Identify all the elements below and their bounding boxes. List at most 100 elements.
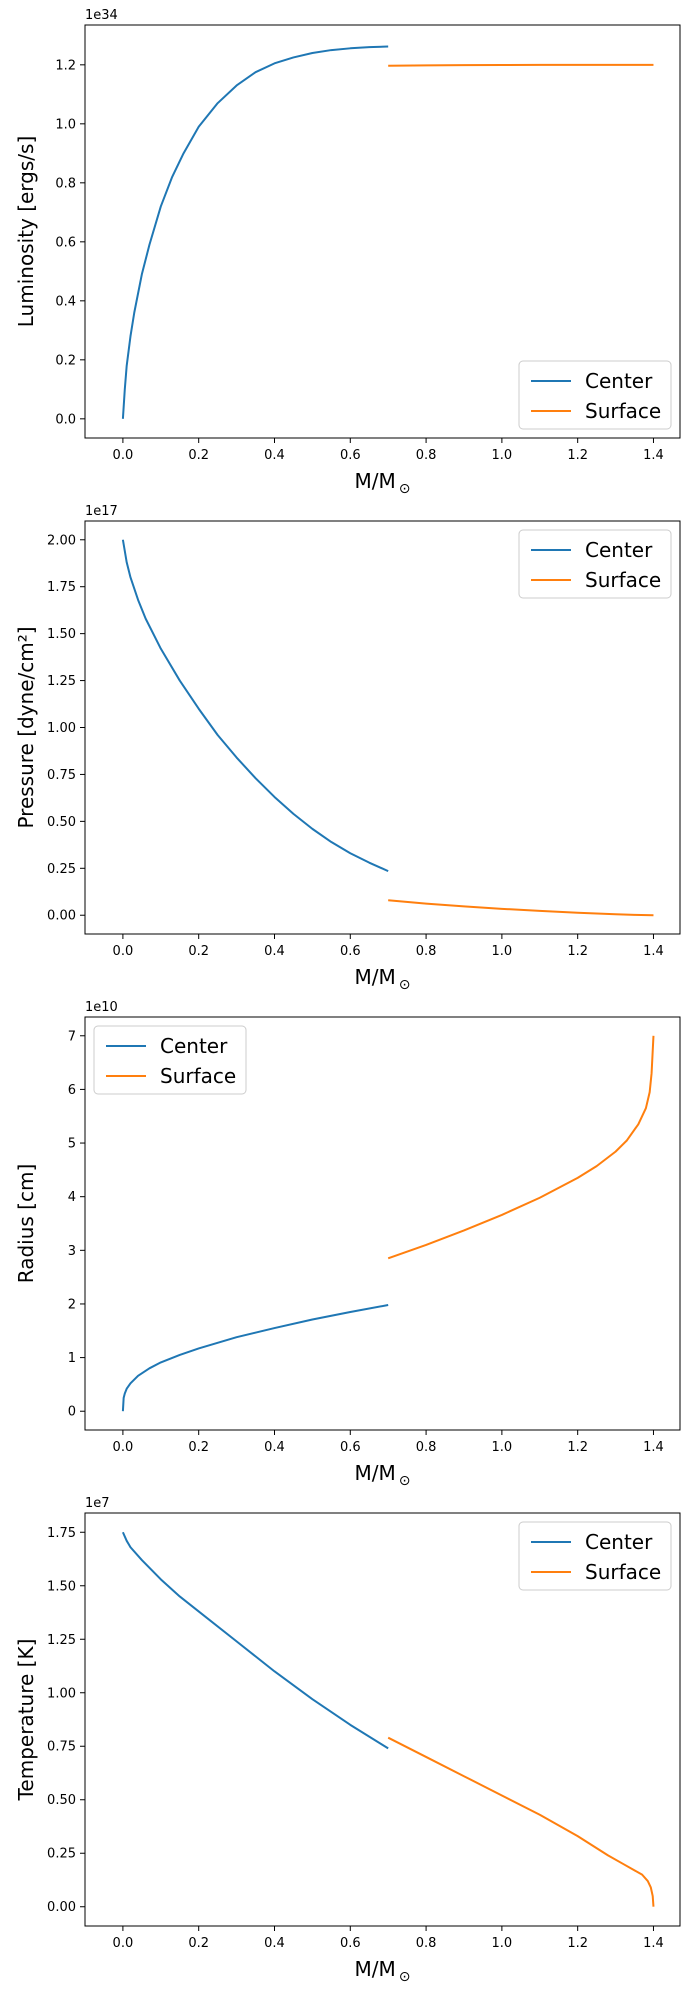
- legend: Center Surface: [518, 360, 672, 430]
- series-line-surface: [388, 899, 654, 917]
- x-tick-label: 0.0: [113, 944, 134, 959]
- x-axis-label: M/M ⊙: [355, 965, 411, 993]
- x-tick-label: 1.2: [567, 1936, 588, 1951]
- legend: Center Surface: [93, 1025, 247, 1095]
- x-tick-label: 0.8: [416, 448, 437, 463]
- y-tick-label: 1.75: [47, 580, 76, 595]
- x-tick-label: 0.6: [340, 448, 361, 463]
- y-tick-label: 0.75: [47, 768, 76, 783]
- series-line-center: [121, 1304, 389, 1412]
- y-offset-label: 1e17: [85, 504, 118, 519]
- y-tick-label: 1.0: [55, 117, 76, 132]
- y-tick-label: 1: [68, 1351, 76, 1366]
- y-tick-label: 3: [68, 1244, 76, 1259]
- x-tick-label: 0.0: [113, 448, 134, 463]
- legend-label-center: Center: [585, 369, 653, 393]
- x-tick-label: 1.4: [643, 944, 664, 959]
- chart-panel-4: 0.0 0.2 0.4 0.6 0.8 1.0 1.2 1.4 0.00 0.25 0.50 0.75…: [14, 1496, 681, 1985]
- x-tick-label: 0.4: [264, 1936, 285, 1951]
- y-tick-label: 0.25: [47, 862, 76, 877]
- y-tick-label: 0.2: [55, 353, 76, 368]
- legend-label-center: Center: [160, 1034, 228, 1058]
- legend: Center Surface: [518, 1521, 672, 1591]
- x-tick-label: 0.6: [340, 1936, 361, 1951]
- y-tick-label: 1.50: [47, 1579, 76, 1594]
- x-tick-label: 1.2: [567, 1440, 588, 1455]
- x-tick-label: 0.2: [188, 944, 209, 959]
- legend-label-surface: Surface: [585, 568, 661, 592]
- chart-panel-3: 0.0 0.2 0.4 0.6 0.8 1.0 1.2 1.4 0 1 2 3 4 5 6 7 1e10 M/M ⊙…: [14, 1000, 681, 1489]
- y-tick-label: 0.4: [55, 294, 76, 309]
- legend-label-surface: Surface: [160, 1064, 236, 1088]
- x-tick-label: 1.0: [492, 944, 513, 959]
- x-tick-label: 1.4: [643, 1936, 664, 1951]
- y-tick-label: 0.00: [47, 1900, 76, 1915]
- plot-frame: [84, 1016, 681, 1431]
- y-tick-label: 0.8: [55, 176, 76, 191]
- y-axis-label: Luminosity [ergs/s]: [14, 136, 38, 327]
- y-tick-label: 1.25: [47, 674, 76, 689]
- y-tick-label: 0: [68, 1405, 76, 1420]
- x-tick-label: 1.2: [567, 944, 588, 959]
- y-tick-label: 2.00: [47, 533, 76, 548]
- x-tick-label: 0.2: [188, 1936, 209, 1951]
- legend-label-surface: Surface: [585, 399, 661, 423]
- y-offset-label: 1e34: [85, 8, 118, 23]
- y-tick-label: 0.75: [47, 1740, 76, 1755]
- y-tick-label: 1.00: [47, 1686, 76, 1701]
- legend-label-surface: Surface: [585, 1560, 661, 1584]
- y-tick-label: 5: [68, 1137, 76, 1152]
- plot-frame: [84, 1512, 681, 1927]
- x-tick-label: 0.0: [113, 1440, 134, 1455]
- plot-frame: [84, 24, 681, 439]
- legend-label-center: Center: [585, 1530, 653, 1554]
- y-offset-label: 1e10: [85, 1000, 118, 1015]
- x-axis-label: M/M ⊙: [355, 1461, 411, 1489]
- y-axis-label: Pressure [dyne/cm²]: [14, 626, 38, 828]
- legend-label-center: Center: [585, 538, 653, 562]
- y-tick-label: 7: [68, 1029, 76, 1044]
- y-tick-label: 0.0: [55, 412, 76, 427]
- series-line-surface: [388, 63, 654, 67]
- x-tick-label: 0.8: [416, 1440, 437, 1455]
- x-axis-label: M/M ⊙: [355, 1957, 411, 1985]
- y-tick-label: 0.50: [47, 1793, 76, 1808]
- series-line-center: [121, 1531, 389, 1750]
- legend: Center Surface: [518, 529, 672, 599]
- y-tick-label: 0.6: [55, 235, 76, 250]
- y-tick-label: 2: [68, 1297, 76, 1312]
- y-tick-label: 1.2: [55, 58, 76, 73]
- y-tick-label: 0.00: [47, 909, 76, 924]
- series-line-center: [121, 45, 389, 419]
- x-tick-label: 0.8: [416, 1936, 437, 1951]
- y-offset-label: 1e7: [85, 1496, 110, 1511]
- y-axis-label: Temperature [K]: [14, 1639, 38, 1802]
- x-tick-label: 1.0: [492, 1936, 513, 1951]
- y-tick-label: 1.25: [47, 1633, 76, 1648]
- series-line-surface: [387, 1736, 655, 1907]
- y-axis-label: Radius [cm]: [14, 1164, 38, 1284]
- chart-panel-1: 0.0 0.2 0.4 0.6 0.8 1.0 1.2 1.4 0.0 0.2 0.4 0.6 0.8 1…: [14, 8, 681, 497]
- x-tick-label: 0.8: [416, 944, 437, 959]
- y-tick-label: 4: [68, 1190, 76, 1205]
- x-tick-label: 0.4: [264, 1440, 285, 1455]
- x-tick-label: 0.4: [264, 448, 285, 463]
- y-tick-label: 1.00: [47, 721, 76, 736]
- x-tick-label: 0.6: [340, 1440, 361, 1455]
- y-tick-label: 0.50: [47, 815, 76, 830]
- x-tick-label: 1.2: [567, 448, 588, 463]
- chart-panel-2: 0.0 0.2 0.4 0.6 0.8 1.0 1.2 1.4 0.00 0.25 0.50 0.75…: [14, 504, 681, 993]
- x-tick-label: 0.0: [113, 1936, 134, 1951]
- series-line-surface: [387, 1035, 655, 1260]
- y-tick-label: 1.75: [47, 1526, 76, 1541]
- y-tick-label: 0.25: [47, 1847, 76, 1862]
- x-tick-label: 1.4: [643, 448, 664, 463]
- series-line-center: [121, 539, 389, 873]
- y-tick-label: 1.50: [47, 627, 76, 642]
- x-tick-label: 1.0: [492, 448, 513, 463]
- x-axis-label: M/M ⊙: [355, 469, 411, 497]
- y-tick-label: 6: [68, 1083, 76, 1098]
- x-tick-label: 0.6: [340, 944, 361, 959]
- x-tick-label: 0.2: [188, 1440, 209, 1455]
